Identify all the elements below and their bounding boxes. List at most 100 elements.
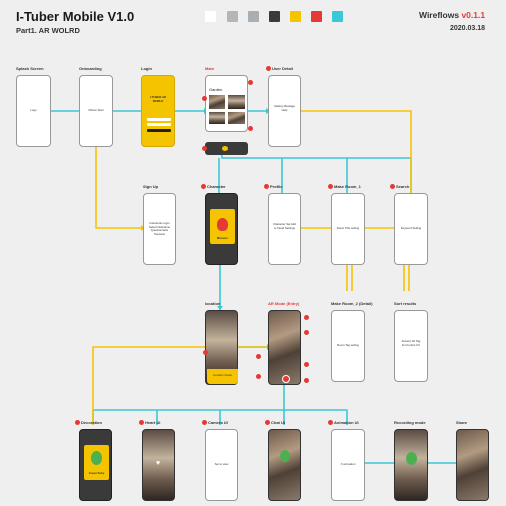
fairy-avatar (91, 451, 102, 465)
screen-sort-results[interactable]: Answer list Tag list Control UX (394, 310, 428, 382)
main-card-1[interactable] (209, 95, 225, 109)
search-label-text: Search (396, 184, 410, 189)
screen-share[interactable] (456, 429, 489, 501)
location-guide-text: Location Guide (213, 373, 232, 377)
animation-ui-label-text: Animation UI (334, 420, 359, 425)
chat-ui-label-text: Chat UI (271, 420, 285, 425)
label-make-room-2: Make Room_2 (Detail) (331, 301, 373, 306)
flow-search-next (403, 265, 410, 291)
flow-makeroom-next (346, 265, 353, 291)
main-header: Garden (209, 87, 223, 92)
ar-badge-6 (304, 378, 309, 383)
login-logo: I-TUBER AR WORLD (149, 95, 167, 103)
version-label: v0.1.1 (461, 10, 486, 20)
main-badge-2 (248, 80, 253, 85)
screen-onboarding[interactable]: Motion Start (79, 75, 113, 147)
label-location: location (205, 301, 221, 306)
character-card[interactable]: Monster (210, 209, 235, 244)
label-make-room-1: Make Room_1 (328, 184, 361, 190)
user-detail-content: Setting Message Help (274, 104, 295, 112)
swatch-dark-gray (269, 11, 280, 22)
swatch-blue-gray (248, 11, 259, 22)
screen-animation-ui[interactable]: X animation (331, 429, 365, 501)
screen-profile[interactable]: Character Set Add to friend Settings (268, 193, 301, 265)
profile-content: Character Set Add to friend Settings (273, 222, 296, 230)
character-label-text: Character (207, 184, 226, 189)
login-button[interactable] (147, 129, 171, 132)
location-badge (203, 350, 208, 355)
login-input-password[interactable] (147, 123, 171, 126)
screen-recording-mode[interactable] (394, 429, 428, 501)
monster-avatar (217, 218, 228, 231)
heart-icon[interactable]: ♥ (156, 460, 161, 467)
swatch-yellow (290, 11, 301, 22)
make-room-1-content: Room Title setting (336, 226, 360, 230)
flow-ar-bottom (92, 385, 348, 425)
ar-badge-1 (304, 315, 309, 320)
splash-content: Logo (30, 108, 37, 112)
ar-badge-4 (304, 362, 309, 367)
main-bar-button[interactable] (222, 146, 228, 151)
screen-user-detail[interactable]: Setting Message Help (268, 75, 301, 147)
sort-results-content: Answer list Tag list Control UX (401, 339, 421, 347)
animation-ui-content: X animation (340, 462, 356, 466)
ar-badge-5 (256, 374, 261, 379)
label-sort-results: Sort results (394, 301, 417, 306)
screen-sign-up[interactable]: Facebook Login Select Nickname Questionn… (143, 193, 176, 265)
screen-chat-ui[interactable] (268, 429, 301, 501)
screen-ar-mode[interactable] (268, 310, 301, 385)
heart-ui-label-text: Heart UI (145, 420, 161, 425)
chat-tree-icon (280, 450, 290, 462)
badge (328, 184, 333, 190)
main-card-4[interactable] (228, 112, 245, 124)
label-login: Login (141, 66, 152, 71)
search-content: Keyword Setting (400, 226, 422, 230)
wireflows-heading: Wireflows v0.1.1 (419, 10, 485, 20)
screen-make-room-2[interactable]: Room Tag setting (331, 310, 365, 382)
ar-badge-2 (304, 330, 309, 335)
screen-splash[interactable]: Logo (16, 75, 51, 147)
ar-record-button[interactable] (282, 375, 290, 383)
main-badge-1 (202, 96, 207, 101)
swatch-red (311, 11, 322, 22)
main-badge-3 (248, 126, 253, 131)
main-badge-4 (202, 146, 207, 151)
main-card-3[interactable] (209, 112, 225, 124)
screen-login[interactable]: I-TUBER AR WORLD (141, 75, 175, 147)
screen-decoration[interactable]: Green Fairy (79, 429, 112, 501)
profile-label-text: Profile (270, 184, 283, 189)
label-share: Share (456, 420, 468, 425)
screen-main[interactable]: Garden (205, 75, 248, 132)
page-title: I-Tuber Mobile V1.0 (16, 9, 135, 24)
screen-heart-ui[interactable]: ♥ (142, 429, 175, 501)
sign-up-content: Facebook Login Select Nickname Questionn… (149, 221, 170, 236)
badge (139, 420, 144, 426)
flow-onboarding-signup (95, 146, 141, 229)
main-bottom-bar[interactable] (205, 142, 248, 155)
screen-location[interactable]: Location Guide (205, 310, 238, 385)
screen-camera-ui[interactable]: Set to view (205, 429, 238, 501)
screen-make-room-1[interactable]: Room Title setting (331, 193, 365, 265)
login-input-id[interactable] (147, 118, 171, 121)
label-character: Character (201, 184, 226, 190)
screen-character[interactable]: Monster (205, 193, 238, 265)
screen-search[interactable]: Keyword Setting (394, 193, 428, 265)
camera-ui-label-text: Camera UI (208, 420, 228, 425)
label-camera-ui: Camera UI (202, 420, 228, 426)
swatch-white (205, 11, 216, 22)
main-card-2[interactable] (228, 95, 245, 109)
label-splash: Splash Screen (16, 66, 44, 71)
badge (265, 420, 270, 426)
decoration-name: Green Fairy (88, 471, 105, 475)
label-recording-mode: Recording mode (394, 420, 426, 425)
page-subtitle: Part1. AR WOLRD (16, 26, 80, 35)
user-detail-label-text: User Detail (272, 66, 293, 71)
swatch-light-gray (227, 11, 238, 22)
wireflows-label: Wireflows (419, 10, 460, 20)
character-name: Monster (217, 236, 228, 240)
date-label: 2020.03.18 (450, 25, 486, 32)
badge (201, 184, 206, 190)
make-room-2-content: Room Tag setting (337, 343, 359, 347)
decoration-card[interactable]: Green Fairy (84, 445, 109, 480)
